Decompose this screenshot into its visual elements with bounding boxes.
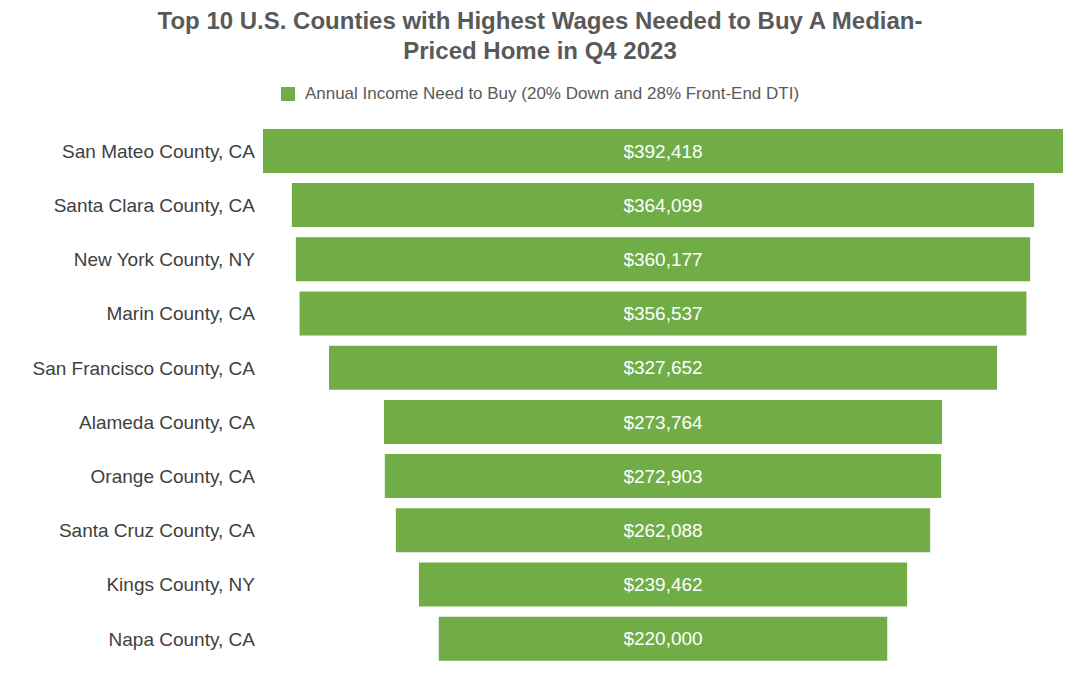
svg-text:Alameda County, CA: Alameda County, CA [79, 412, 255, 433]
svg-text:Napa County, CA: Napa County, CA [109, 629, 256, 650]
svg-text:Kings County, NY: Kings County, NY [106, 574, 255, 595]
svg-text:Santa Clara County, CA: Santa Clara County, CA [54, 195, 256, 216]
svg-text:$239,462: $239,462 [623, 574, 702, 595]
svg-text:$364,099: $364,099 [623, 195, 702, 216]
svg-text:San Mateo County, CA: San Mateo County, CA [62, 141, 255, 162]
svg-text:$220,000: $220,000 [623, 628, 702, 649]
svg-text:$360,177: $360,177 [623, 249, 702, 270]
html-text:Annual Income Need to Buy (20%: Annual Income Need to Buy (20% Down and … [304, 84, 800, 103]
svg-text:Santa Cruz County, CA: Santa Cruz County, CA [59, 520, 255, 541]
svg-text:Orange County, CA: Orange County, CA [91, 466, 256, 487]
svg-text:San Francisco County, CA: San Francisco County, CA [33, 358, 256, 379]
svg-text:$327,652: $327,652 [623, 357, 702, 378]
svg-text:$273,764: $273,764 [623, 412, 703, 433]
svg-text:$356,537: $356,537 [623, 303, 702, 324]
svg-text:$392,418: $392,418 [623, 141, 702, 162]
svg-text:$262,088: $262,088 [623, 520, 702, 541]
svg-text:Marin County, CA: Marin County, CA [106, 303, 255, 324]
svg-text:$272,903: $272,903 [623, 466, 702, 487]
svg-text:New York County, NY: New York County, NY [74, 249, 256, 270]
html-text:Top 10 U.S. Counties with High: Top 10 U.S. Counties with Highest Wages … [157, 7, 923, 64]
